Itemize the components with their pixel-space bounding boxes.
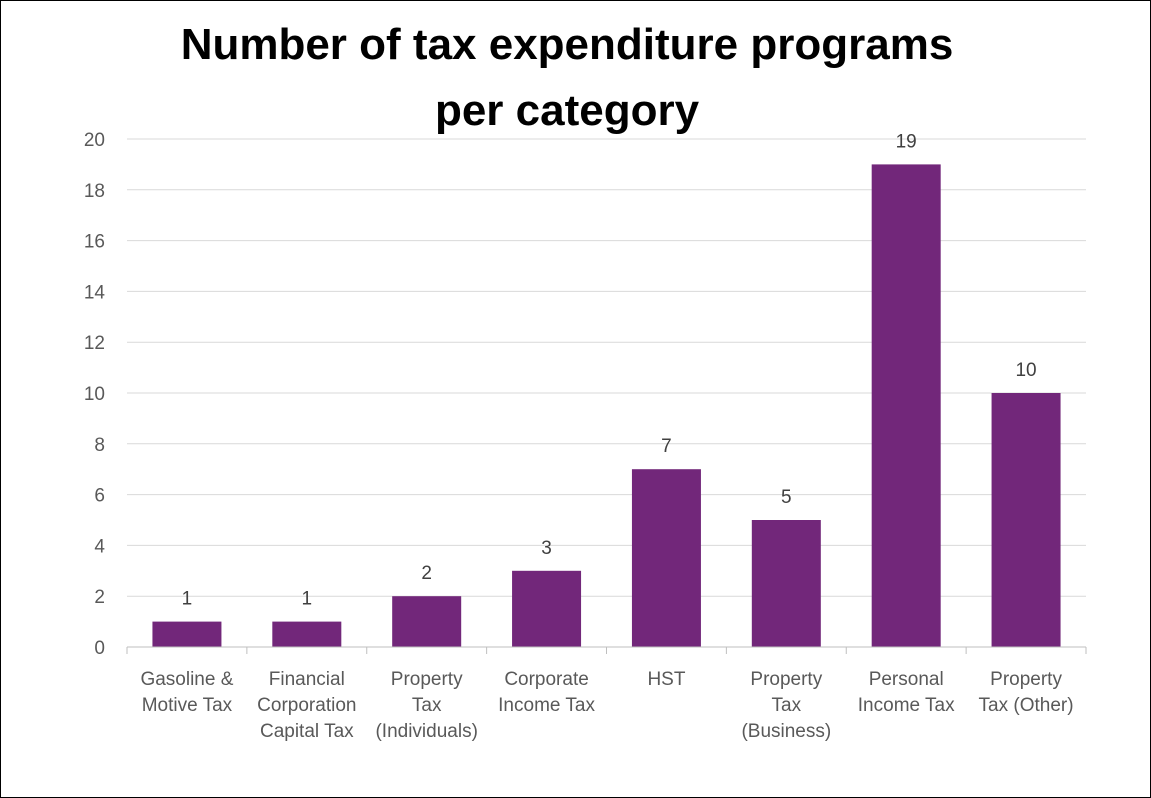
- y-tick-label: 20: [84, 130, 105, 151]
- chart-title-line-2: per category: [435, 86, 700, 135]
- x-category-label: Gasoline & Motive Tax: [140, 669, 233, 716]
- y-tick-label: 0: [94, 638, 105, 659]
- data-label: 1: [302, 589, 313, 610]
- bar: [631, 469, 701, 647]
- data-label: 19: [896, 131, 917, 152]
- x-category-label-line: Income Tax: [858, 695, 955, 716]
- bar: [152, 621, 222, 647]
- bar: [751, 520, 821, 647]
- x-category-label-line: (Individuals): [375, 721, 477, 742]
- x-category-label: Property Tax (Individuals): [375, 669, 477, 742]
- y-tick-label: 10: [84, 384, 105, 405]
- data-label: 1: [182, 589, 193, 610]
- x-category-label: Personal Income Tax: [858, 669, 955, 716]
- bars: [152, 164, 1061, 647]
- gridlines: [127, 138, 1086, 597]
- y-tick-label: 2: [94, 587, 105, 608]
- y-tick-label: 18: [84, 181, 105, 202]
- x-category-label-line: Property: [990, 669, 1062, 690]
- bar: [512, 570, 582, 647]
- y-tick-label: 14: [84, 282, 106, 303]
- bar: [991, 393, 1061, 647]
- x-category-label-line: Motive Tax: [142, 695, 233, 716]
- data-label: 7: [661, 436, 672, 457]
- data-labels: 1 1 2 3 7 5 19 10: [182, 131, 1037, 609]
- x-category-label-line: Capital Tax: [260, 721, 354, 742]
- y-tick-label: 8: [94, 435, 105, 456]
- data-label: 5: [781, 487, 792, 508]
- x-category-label-line: Tax: [412, 695, 442, 716]
- x-category-label-line: Income Tax: [498, 695, 595, 716]
- x-category-label-line: Gasoline &: [140, 669, 233, 690]
- data-label: 10: [1015, 360, 1036, 381]
- x-category-label: Corporate Income Tax: [498, 669, 595, 716]
- y-tick-label: 4: [94, 536, 105, 557]
- data-label: 3: [541, 538, 552, 559]
- x-category-label-line: Tax: [772, 695, 802, 716]
- data-label: 2: [421, 563, 432, 584]
- x-category-label-line: Tax (Other): [979, 695, 1074, 716]
- x-category-label-line: HST: [647, 669, 685, 690]
- chart-title-line-1: Number of tax expenditure programs: [181, 20, 954, 69]
- x-category-label: Financial Corporation Capital Tax: [257, 669, 356, 742]
- x-category-label-line: Corporation: [257, 695, 356, 716]
- bar: [272, 621, 342, 647]
- x-category-label-line: Property: [750, 669, 822, 690]
- x-category-label-line: Property: [391, 669, 463, 690]
- x-category-label-line: (Business): [741, 721, 831, 742]
- x-category-label-line: Corporate: [504, 669, 589, 690]
- bar: [871, 164, 941, 647]
- x-axis-categories: Gasoline & Motive Tax Financial Corporation…: [140, 669, 1073, 742]
- x-axis: [126, 646, 1087, 654]
- y-tick-label: 16: [84, 232, 105, 253]
- y-axis-ticks: 0 2 4 6 8 10 12 14 16 18 20: [84, 130, 106, 659]
- x-category-label: Property Tax (Business): [741, 669, 831, 742]
- x-category-label-line: Personal: [869, 669, 944, 690]
- bar: [392, 596, 462, 647]
- x-category-label-line: Financial: [269, 669, 345, 690]
- y-tick-label: 12: [84, 333, 105, 354]
- x-category-label: Property Tax (Other): [979, 669, 1074, 716]
- x-category-label: HST: [647, 669, 685, 690]
- y-tick-label: 6: [94, 486, 105, 507]
